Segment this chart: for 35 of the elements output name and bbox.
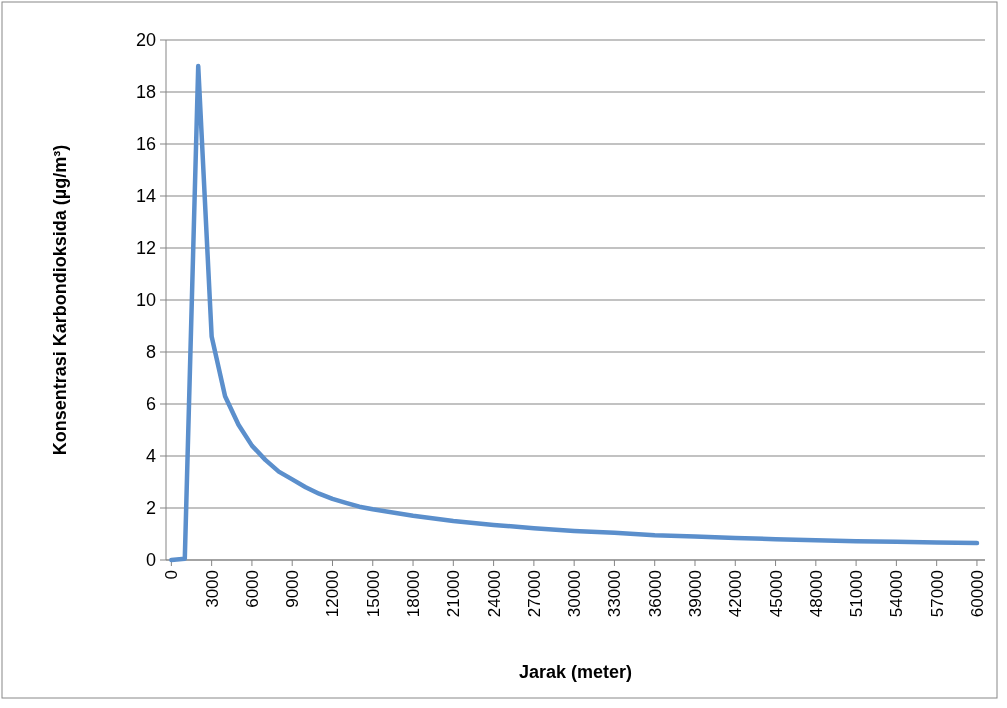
y-tick-label: 8: [145, 342, 156, 363]
x-tick-label: 33000: [605, 570, 625, 618]
y-tick-label: 10: [135, 290, 156, 311]
y-tick-label: 4: [145, 446, 156, 467]
x-tick-label: 48000: [806, 570, 826, 618]
y-tick-label: 20: [135, 30, 156, 51]
x-tick-label: 39000: [685, 570, 705, 618]
x-tick-label: 3000: [202, 570, 222, 608]
x-tick-label: 51000: [847, 570, 867, 618]
y-axis-title: Konsentrasi Karbondioksida (µg/m³): [50, 144, 70, 456]
x-tick-label: 36000: [645, 570, 665, 618]
x-tick-label: 9000: [283, 570, 303, 608]
x-tick-label: 57000: [927, 570, 947, 618]
y-tick-label: 6: [145, 394, 156, 415]
y-tick-label: 16: [135, 134, 156, 155]
x-tick-label: 54000: [887, 570, 907, 618]
x-tick-label: 45000: [766, 570, 786, 618]
x-tick-label: 21000: [444, 570, 464, 618]
x-tick-label: 18000: [403, 570, 423, 618]
y-tick-label: 14: [135, 186, 156, 207]
x-tick-label: 27000: [524, 570, 544, 618]
y-tick-label: 0: [145, 550, 156, 571]
y-tick-label: 2: [145, 498, 156, 519]
x-tick-label: 60000: [967, 570, 987, 618]
y-tick-label: 12: [135, 238, 156, 259]
x-tick-label: 0: [162, 570, 182, 580]
line-series: [169, 63, 980, 563]
x-tick-label: 12000: [323, 570, 343, 618]
x-axis-title: Jarak (meter): [518, 662, 633, 682]
x-tick-label: 15000: [363, 570, 383, 618]
y-tick-label: 18: [135, 82, 156, 103]
x-tick-label: 6000: [242, 570, 262, 608]
x-tick-label: 24000: [484, 570, 504, 618]
x-tick-label: 30000: [565, 570, 585, 618]
x-tick-label: 42000: [726, 570, 746, 618]
